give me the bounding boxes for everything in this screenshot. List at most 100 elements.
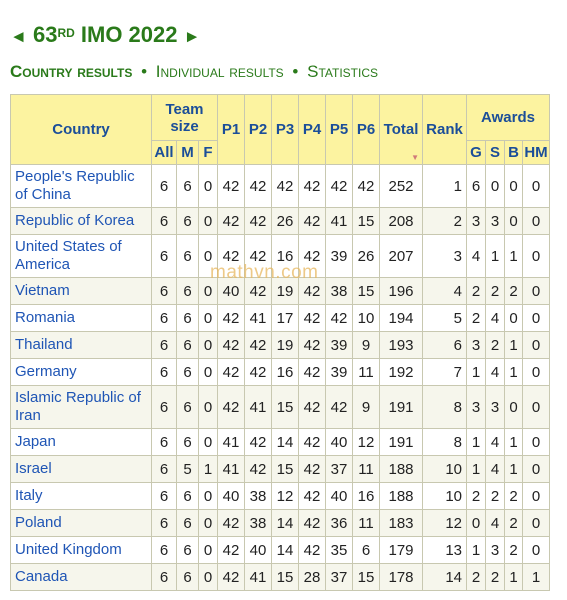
col-all-header[interactable]: All [151, 140, 177, 165]
cell-rank: 10 [422, 482, 467, 510]
cell-total: 178 [379, 563, 423, 591]
cell-p2: 38 [244, 482, 272, 510]
cell-p2: 42 [244, 455, 272, 483]
table-row: Thailand 6 6 0 42 42 19 42 39 9 193 6 3 2 1 0 [10, 331, 550, 359]
cell-p5: 37 [325, 563, 353, 591]
col-rank-header[interactable]: Rank [422, 94, 467, 165]
cell-b: 2 [504, 277, 523, 305]
cell-p4: 28 [298, 563, 326, 591]
cell-rank: 12 [422, 509, 467, 537]
country-link[interactable]: Thailand [10, 331, 152, 359]
cell-all: 6 [151, 277, 177, 305]
country-link[interactable]: United States of America [10, 234, 152, 278]
cell-total: 252 [379, 164, 423, 208]
cell-p4: 42 [298, 277, 326, 305]
cell-p1: 40 [217, 277, 245, 305]
cell-p2: 42 [244, 358, 272, 386]
col-f-header[interactable]: F [198, 140, 218, 165]
cell-b: 0 [504, 304, 523, 332]
cell-s: 4 [485, 304, 505, 332]
cell-s: 3 [485, 536, 505, 564]
country-link[interactable]: Islamic Republic of Iran [10, 385, 152, 429]
cell-m: 6 [176, 482, 199, 510]
table-body: People's Republic of China 6 6 0 42 42 42 42 42 4… [10, 164, 550, 591]
cell-b: 0 [504, 385, 523, 429]
country-link[interactable]: Canada [10, 563, 152, 591]
cell-p3: 17 [271, 304, 299, 332]
cell-p2: 40 [244, 536, 272, 564]
cell-b: 1 [504, 428, 523, 456]
next-arrow-icon[interactable]: ► [183, 27, 201, 46]
cell-p1: 40 [217, 482, 245, 510]
country-link[interactable]: Poland [10, 509, 152, 537]
cell-p6: 15 [352, 207, 380, 235]
cell-p2: 42 [244, 207, 272, 235]
cell-m: 6 [176, 164, 199, 208]
col-hm-header[interactable]: HM [522, 140, 550, 165]
cell-p3: 12 [271, 482, 299, 510]
cell-p4: 42 [298, 509, 326, 537]
cell-p6: 15 [352, 277, 380, 305]
country-link[interactable]: Israel [10, 455, 152, 483]
cell-m: 6 [176, 234, 199, 278]
col-gold-header[interactable]: G [466, 140, 486, 165]
col-p6-header[interactable]: P6 [352, 94, 380, 165]
country-link[interactable]: Romania [10, 304, 152, 332]
cell-p1: 41 [217, 455, 245, 483]
nav-statistics-link[interactable]: Statistics [307, 62, 379, 81]
col-bronze-header[interactable]: B [504, 140, 523, 165]
cell-m: 6 [176, 207, 199, 235]
cell-p4: 42 [298, 455, 326, 483]
cell-p4: 42 [298, 207, 326, 235]
cell-p1: 42 [217, 164, 245, 208]
cell-p6: 6 [352, 536, 380, 564]
col-total-header[interactable]: Total ▼ [379, 94, 423, 165]
total-header-label: Total [383, 121, 419, 138]
country-link[interactable]: Republic of Korea [10, 207, 152, 235]
table-row: Islamic Republic of Iran 6 6 0 42 41 15 42 42 9 19… [10, 385, 550, 429]
col-p5-header[interactable]: P5 [325, 94, 353, 165]
cell-b: 1 [504, 234, 523, 278]
cell-m: 6 [176, 304, 199, 332]
cell-p4: 42 [298, 164, 326, 208]
nav-separator: • [141, 62, 148, 81]
cell-all: 6 [151, 331, 177, 359]
cell-hm: 0 [522, 509, 550, 537]
cell-p6: 26 [352, 234, 380, 278]
cell-s: 1 [485, 234, 505, 278]
title-ordinal: RD [57, 26, 75, 40]
cell-all: 6 [151, 304, 177, 332]
country-link[interactable]: Italy [10, 482, 152, 510]
col-country-header[interactable]: Country [10, 94, 152, 165]
country-link[interactable]: Japan [10, 428, 152, 456]
cell-all: 6 [151, 164, 177, 208]
cell-b: 1 [504, 455, 523, 483]
results-nav: Country results • Individual results • S… [10, 60, 378, 84]
cell-total: 191 [379, 385, 423, 429]
cell-p3: 14 [271, 536, 299, 564]
col-awards-header: Awards [466, 94, 550, 141]
col-m-header[interactable]: M [176, 140, 199, 165]
cell-p5: 38 [325, 277, 353, 305]
cell-total: 183 [379, 509, 423, 537]
cell-total: 208 [379, 207, 423, 235]
country-link[interactable]: People's Republic of China [10, 164, 152, 208]
country-link[interactable]: Vietnam [10, 277, 152, 305]
country-link[interactable]: United Kingdom [10, 536, 152, 564]
col-p4-header[interactable]: P4 [298, 94, 326, 165]
col-p1-header[interactable]: P1 [217, 94, 245, 165]
cell-f: 0 [198, 207, 218, 235]
cell-m: 6 [176, 536, 199, 564]
prev-arrow-icon[interactable]: ◄ [10, 27, 27, 46]
country-results-table: Country Team size P1 P2 P3 P4 P5 P6 Tota… [10, 94, 550, 591]
cell-b: 2 [504, 482, 523, 510]
col-p2-header[interactable]: P2 [244, 94, 272, 165]
cell-p3: 19 [271, 331, 299, 359]
cell-m: 5 [176, 455, 199, 483]
col-p3-header[interactable]: P3 [271, 94, 299, 165]
cell-rank: 14 [422, 563, 467, 591]
col-silver-header[interactable]: S [485, 140, 505, 165]
country-link[interactable]: Germany [10, 358, 152, 386]
cell-all: 6 [151, 482, 177, 510]
nav-individual-results-link[interactable]: Individual results [155, 62, 284, 81]
